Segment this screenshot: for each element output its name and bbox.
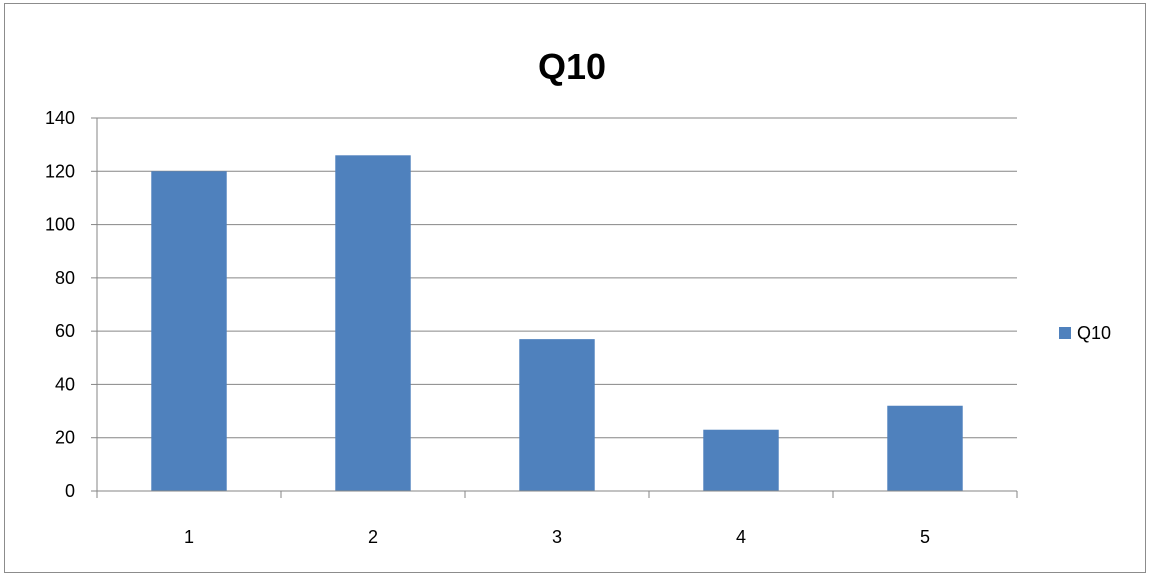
y-tick-label: 60 [55, 321, 75, 341]
x-tick-label: 4 [736, 527, 746, 547]
x-tick-label: 1 [184, 527, 194, 547]
y-tick-label: 20 [55, 428, 75, 448]
bar [519, 339, 595, 491]
bar [151, 171, 227, 492]
x-tick-label: 5 [920, 527, 930, 547]
x-tick-label: 3 [552, 527, 562, 547]
x-tick-labels: 1 2 3 4 5 [184, 527, 930, 547]
legend-swatch [1059, 327, 1071, 339]
y-tick-label: 100 [45, 215, 75, 235]
bars [151, 155, 963, 492]
gridlines [97, 117, 1017, 439]
legend-label: Q10 [1077, 323, 1111, 343]
x-tick-label: 2 [368, 527, 378, 547]
y-tick-label: 40 [55, 374, 75, 394]
y-tick-labels: 0 20 40 60 80 100 120 140 [45, 108, 75, 501]
bar [887, 405, 963, 491]
axes [91, 117, 1018, 498]
bar [703, 429, 779, 491]
bar [335, 155, 411, 492]
y-tick-label: 0 [65, 481, 75, 501]
chart-title: Q10 [538, 46, 606, 87]
y-tick-label: 80 [55, 268, 75, 288]
y-tick-label: 120 [45, 161, 75, 181]
legend: Q10 [1059, 323, 1111, 343]
y-tick-label: 140 [45, 108, 75, 128]
